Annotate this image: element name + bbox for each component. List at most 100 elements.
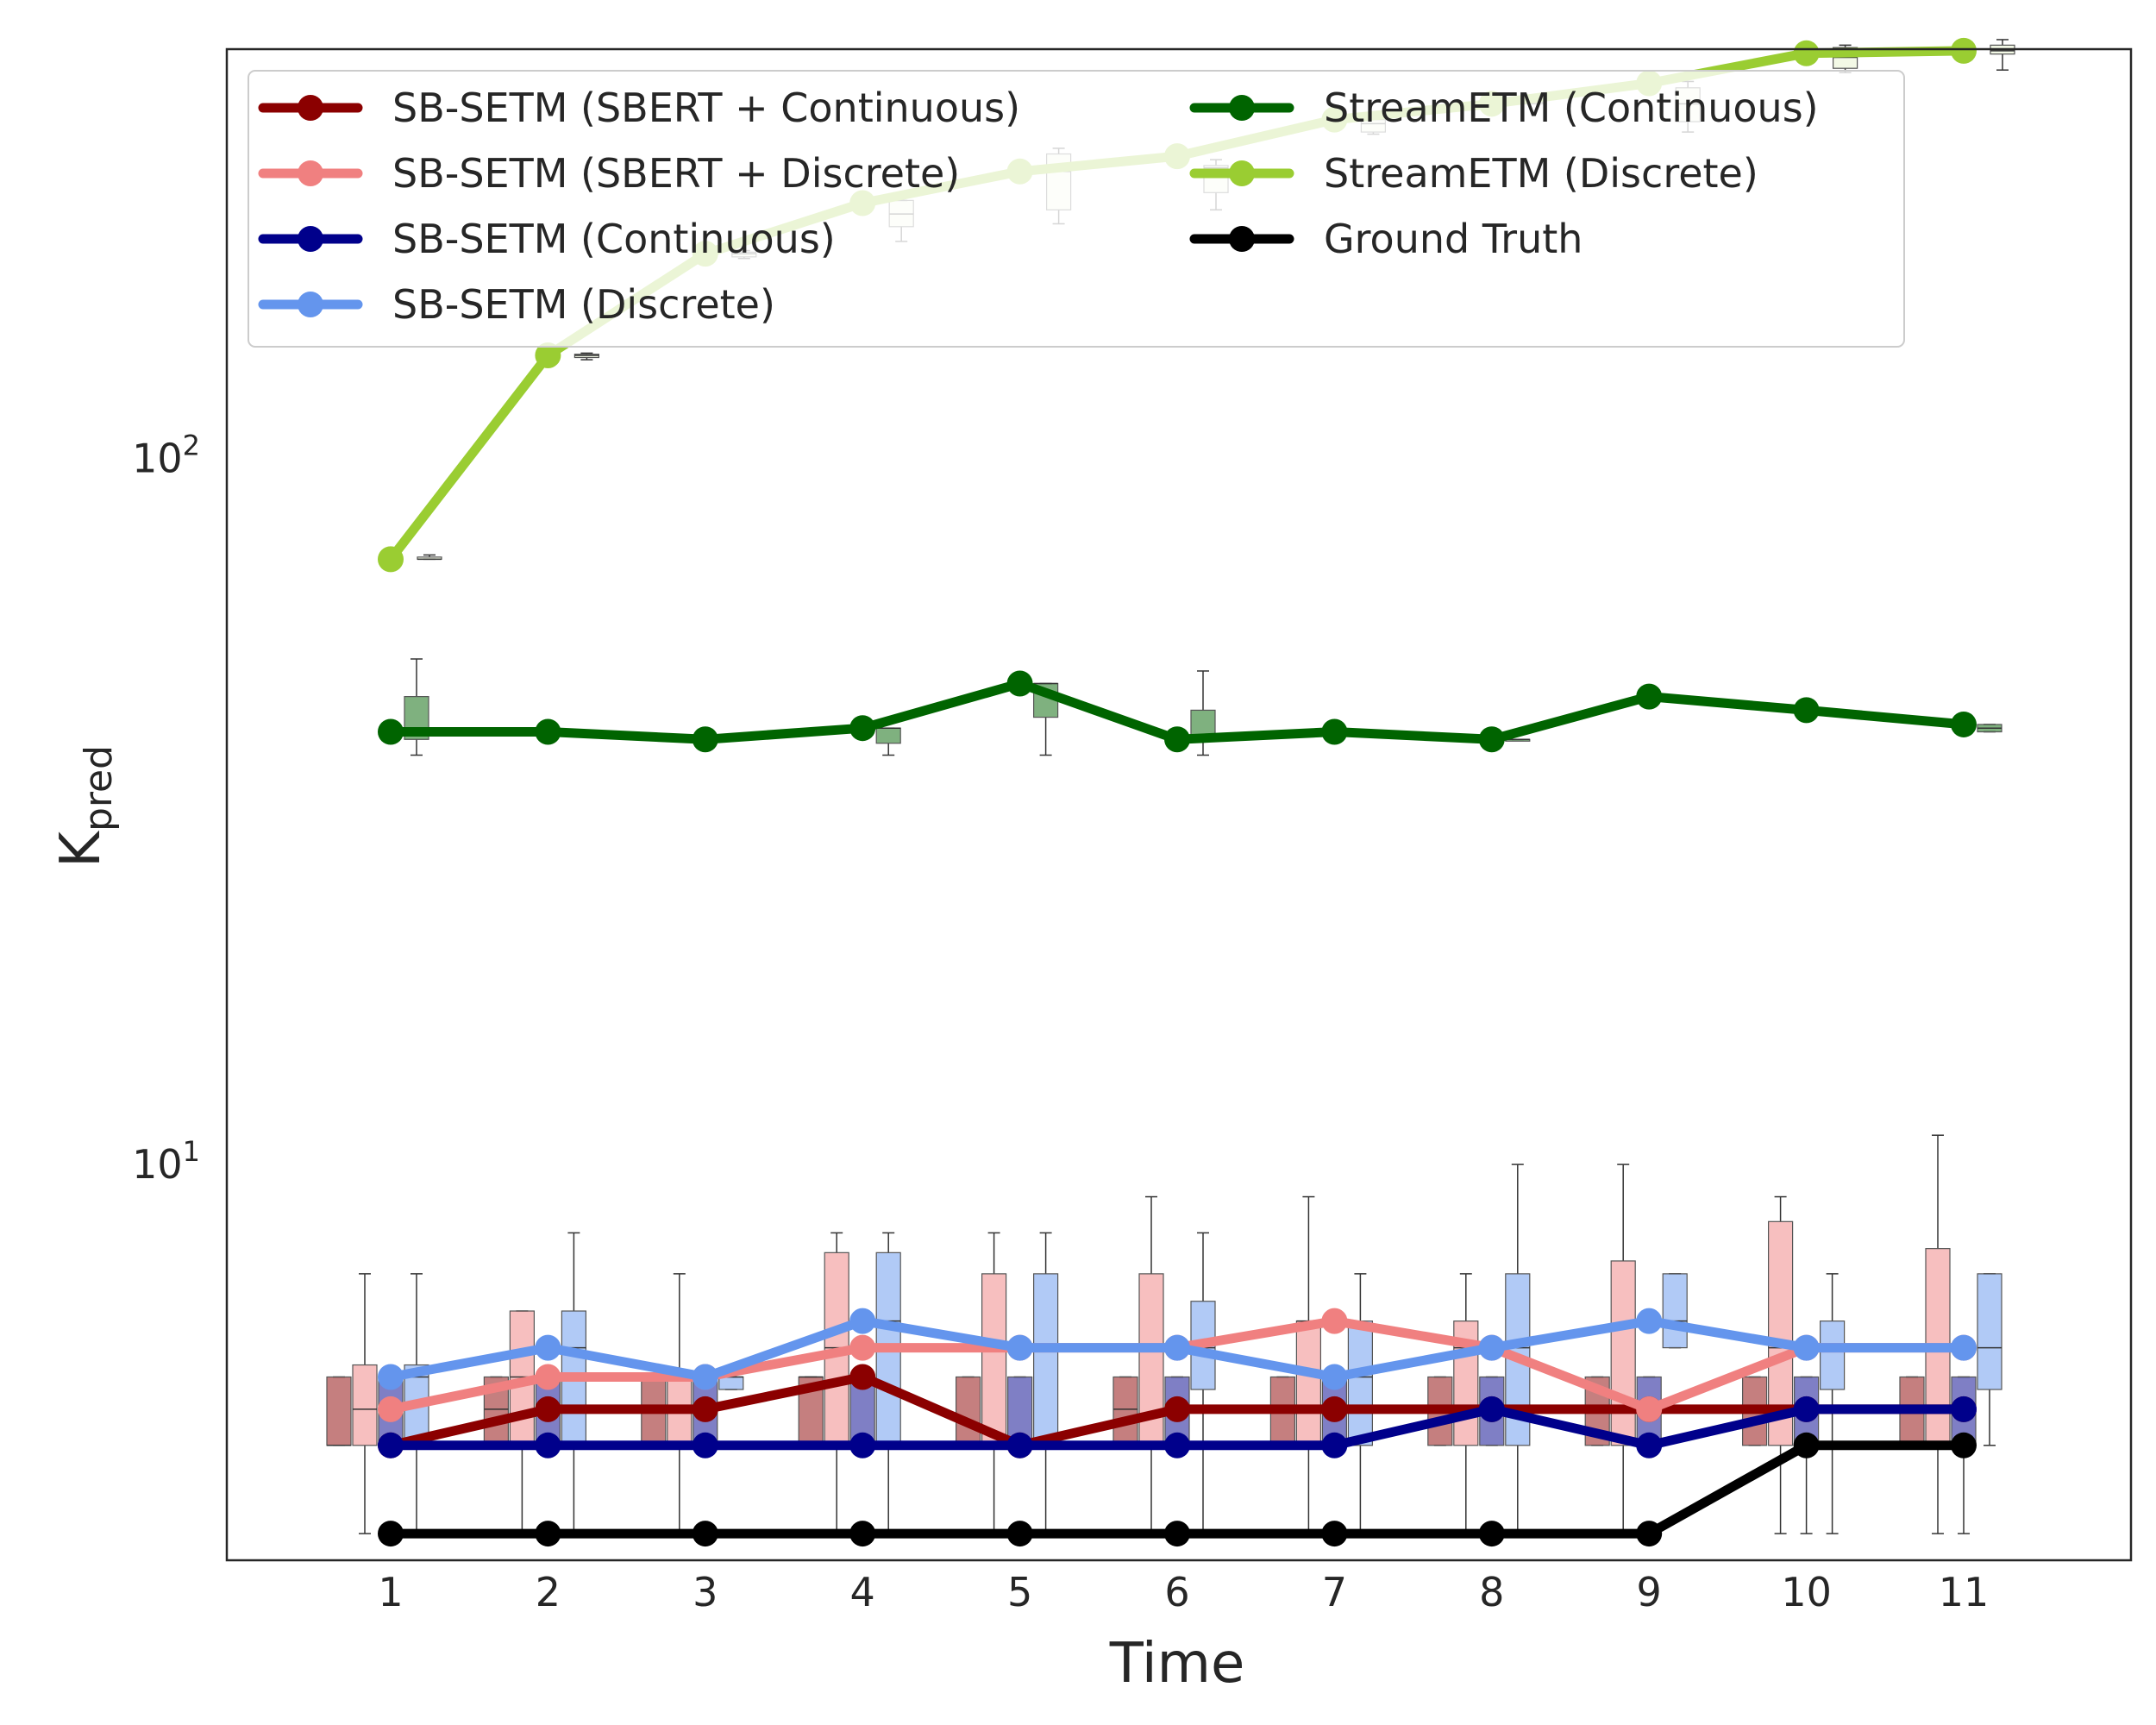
legend-swatch-marker [298, 226, 323, 252]
x-tick-label-6: 6 [1164, 1569, 1189, 1615]
point-sb-setm-continuous-t6 [1164, 1432, 1190, 1458]
boxplot-sb-setm-sbert-discrete-t7 [1295, 1195, 1322, 1534]
point-sb-setm-discrete-t9 [1636, 1308, 1663, 1334]
boxplot-sb-setm-discrete-t7 [1347, 1273, 1374, 1534]
box [875, 727, 901, 744]
point-sb-setm-discrete-t4 [849, 1308, 876, 1334]
boxplot-sb-setm-sbert-discrete-t1 [352, 1273, 378, 1534]
point-sb-setm-discrete-t5 [1006, 1334, 1033, 1361]
legend-swatch-marker [1229, 160, 1255, 186]
point-sb-setm-discrete-t11 [1951, 1334, 1977, 1361]
point-sb-setm-sbert-continuous-t3 [692, 1396, 718, 1422]
box [1295, 1320, 1322, 1446]
legend-label: SB-SETM (SBERT + Discrete) [392, 150, 960, 197]
point-sb-setm-discrete-t1 [378, 1364, 404, 1390]
box [1820, 1320, 1846, 1390]
legend-label: StreamETM (Continuous) [1324, 85, 1819, 131]
point-sb-setm-continuous-t7 [1321, 1432, 1348, 1458]
point-streametm-continuous-t8 [1478, 726, 1505, 753]
point-streametm-continuous-t1 [378, 718, 404, 745]
point-sb-setm-discrete-t3 [692, 1364, 718, 1390]
boxplot-sb-setm-sbert-discrete-t5 [981, 1232, 1007, 1534]
legend-item-sb-setm-discrete: SB-SETM (Discrete) [258, 281, 775, 328]
x-tick-label-5: 5 [1007, 1569, 1032, 1615]
point-sb-setm-continuous-t4 [849, 1432, 876, 1458]
point-ground-truth-t5 [1006, 1521, 1033, 1547]
x-axis-title: Time [1109, 1632, 1245, 1696]
series-sb-setm-discrete [378, 1308, 1977, 1390]
legend-item-streametm-discrete: StreamETM (Discrete) [1189, 150, 1758, 197]
legend-label: SB-SETM (Continuous) [392, 216, 836, 262]
x-tick-label-1: 1 [378, 1569, 403, 1615]
point-sb-setm-sbert-discrete-t7 [1321, 1308, 1348, 1334]
x-tick-label-4: 4 [850, 1569, 875, 1615]
point-sb-setm-discrete-t10 [1793, 1334, 1820, 1361]
legend-label: Ground Truth [1324, 216, 1583, 262]
point-sb-setm-continuous-t3 [692, 1432, 718, 1458]
point-streametm-continuous-t9 [1636, 683, 1663, 710]
point-sb-setm-sbert-discrete-t1 [378, 1396, 404, 1422]
boxplot-sb-setm-sbert-discrete-t9 [1610, 1164, 1636, 1534]
point-ground-truth-t2 [535, 1521, 561, 1547]
point-sb-setm-sbert-continuous-t6 [1164, 1396, 1190, 1422]
point-ground-truth-t3 [692, 1521, 718, 1547]
point-streametm-continuous-t7 [1321, 718, 1348, 745]
box [955, 1376, 981, 1446]
boxplot-streametm-discrete-t2 [573, 352, 600, 361]
x-tick-label-8: 8 [1479, 1569, 1504, 1615]
box [718, 1376, 744, 1390]
legend-item-sb-setm-continuous: SB-SETM (Continuous) [258, 216, 836, 262]
box [1032, 1273, 1059, 1446]
box [1347, 1320, 1374, 1446]
x-tick-label-9: 9 [1637, 1569, 1662, 1615]
y-tick-label-10: 101 [132, 1135, 200, 1188]
legend: SB-SETM (SBERT + Continuous) SB-SETM (SBE… [248, 70, 1905, 348]
series-streametm-continuous [378, 670, 1977, 753]
point-sb-setm-continuous-t10 [1793, 1396, 1820, 1422]
point-sb-setm-sbert-discrete-t9 [1636, 1396, 1663, 1422]
point-streametm-continuous-t10 [1793, 697, 1820, 724]
point-ground-truth-t6 [1164, 1521, 1190, 1547]
point-sb-setm-sbert-continuous-t2 [535, 1396, 561, 1422]
legend-swatch-marker [298, 292, 323, 317]
legend-item-sb-setm-sbert-discrete: SB-SETM (SBERT + Discrete) [258, 150, 960, 197]
legend-swatch-marker [1229, 226, 1255, 252]
point-sb-setm-continuous-t11 [1951, 1396, 1977, 1422]
plot-frame [225, 47, 2133, 1562]
point-streametm-continuous-t2 [535, 718, 561, 745]
box [1112, 1376, 1138, 1446]
box [1610, 1260, 1636, 1446]
point-sb-setm-discrete-t8 [1478, 1334, 1505, 1361]
point-sb-setm-discrete-t6 [1164, 1334, 1190, 1361]
point-ground-truth-t9 [1636, 1521, 1663, 1547]
boxplot-streametm-continuous-t11 [1977, 724, 2002, 733]
legend-swatch-marker [1229, 95, 1255, 121]
legend-frame [248, 70, 1905, 348]
point-ground-truth-t7 [1321, 1521, 1348, 1547]
point-streametm-continuous-t5 [1006, 670, 1033, 697]
series-sb-setm-continuous [378, 1396, 1977, 1458]
point-sb-setm-sbert-continuous-t4 [849, 1364, 876, 1390]
legend-label: StreamETM (Discrete) [1324, 150, 1758, 197]
point-ground-truth-t4 [849, 1521, 876, 1547]
point-sb-setm-sbert-discrete-t2 [535, 1364, 561, 1390]
boxplot-sb-setm-discrete-t10 [1820, 1273, 1846, 1534]
boxplot-sb-setm-sbert-continuous-t1 [326, 1376, 352, 1446]
legend-swatch-marker [298, 95, 323, 121]
box [326, 1376, 352, 1446]
point-streametm-continuous-t11 [1951, 711, 1977, 737]
boxplot-sb-setm-discrete-t11 [1977, 1273, 2002, 1446]
point-sb-setm-continuous-t8 [1478, 1396, 1505, 1422]
point-ground-truth-t8 [1478, 1521, 1505, 1547]
boxplot-streametm-continuous-t4 [875, 727, 901, 756]
point-streametm-discrete-t11 [1951, 37, 1977, 64]
box [981, 1273, 1007, 1446]
legend-item-sb-setm-sbert-continuous: SB-SETM (SBERT + Continuous) [258, 85, 1020, 131]
legend-item-streametm-continuous: StreamETM (Continuous) [1189, 85, 1819, 131]
legend-label: SB-SETM (SBERT + Continuous) [392, 85, 1020, 131]
point-ground-truth-t1 [378, 1521, 404, 1547]
point-streametm-discrete-t10 [1793, 40, 1820, 66]
box [1662, 1273, 1688, 1349]
point-streametm-continuous-t4 [849, 715, 876, 742]
